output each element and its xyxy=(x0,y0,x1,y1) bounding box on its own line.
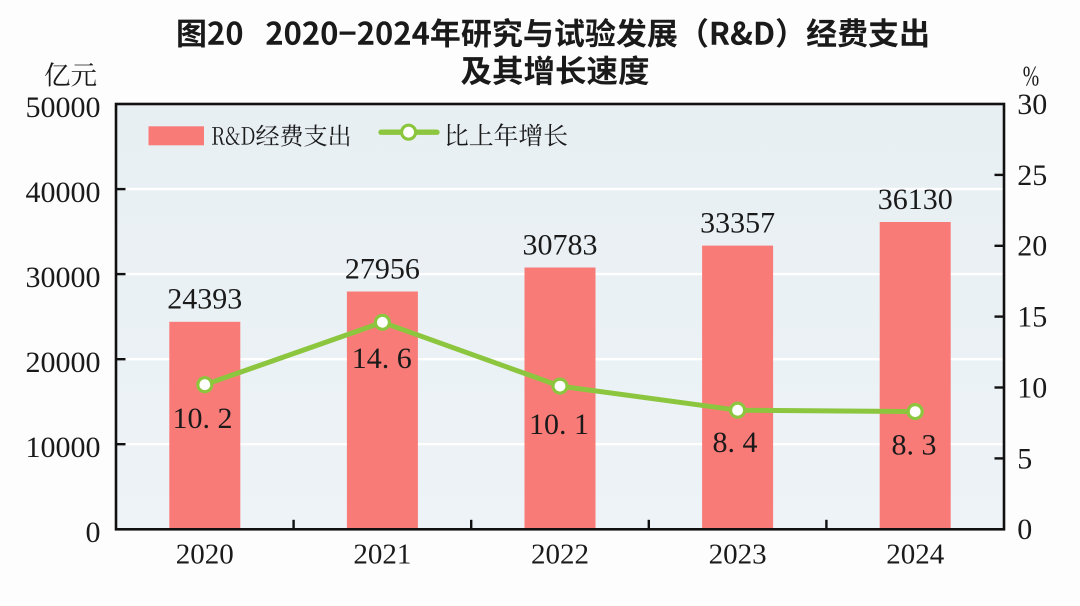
svg-text:8. 3: 8. 3 xyxy=(892,428,937,461)
svg-text:5: 5 xyxy=(1017,442,1032,475)
svg-text:25: 25 xyxy=(1017,159,1047,192)
svg-text:2020: 2020 xyxy=(176,538,234,570)
svg-text:2022: 2022 xyxy=(531,538,589,570)
svg-text:0: 0 xyxy=(86,516,101,549)
svg-text:10: 10 xyxy=(1017,372,1047,405)
svg-text:30783: 30783 xyxy=(523,228,598,261)
svg-text:10. 2: 10. 2 xyxy=(173,402,233,435)
svg-text:30: 30 xyxy=(1017,88,1047,121)
svg-text:%: % xyxy=(1023,61,1039,93)
svg-text:2021: 2021 xyxy=(353,538,411,570)
svg-text:2023: 2023 xyxy=(709,538,767,570)
svg-text:10000: 10000 xyxy=(26,431,101,464)
svg-text:20: 20 xyxy=(1017,230,1047,263)
svg-text:8. 4: 8. 4 xyxy=(713,426,758,459)
svg-text:15: 15 xyxy=(1017,301,1047,334)
svg-text:24393: 24393 xyxy=(167,283,242,316)
svg-text:36130: 36130 xyxy=(878,183,953,216)
svg-text:20000: 20000 xyxy=(26,346,101,379)
svg-text:30000: 30000 xyxy=(26,261,101,294)
svg-text:14. 6: 14. 6 xyxy=(352,342,412,375)
svg-text:50000: 50000 xyxy=(26,91,101,124)
svg-text:33357: 33357 xyxy=(700,206,775,239)
svg-text:10. 1: 10. 1 xyxy=(529,408,589,441)
svg-text:40000: 40000 xyxy=(26,176,101,209)
svg-text:2024: 2024 xyxy=(886,538,945,570)
svg-text:27956: 27956 xyxy=(345,252,420,285)
svg-text:0: 0 xyxy=(1017,513,1032,546)
